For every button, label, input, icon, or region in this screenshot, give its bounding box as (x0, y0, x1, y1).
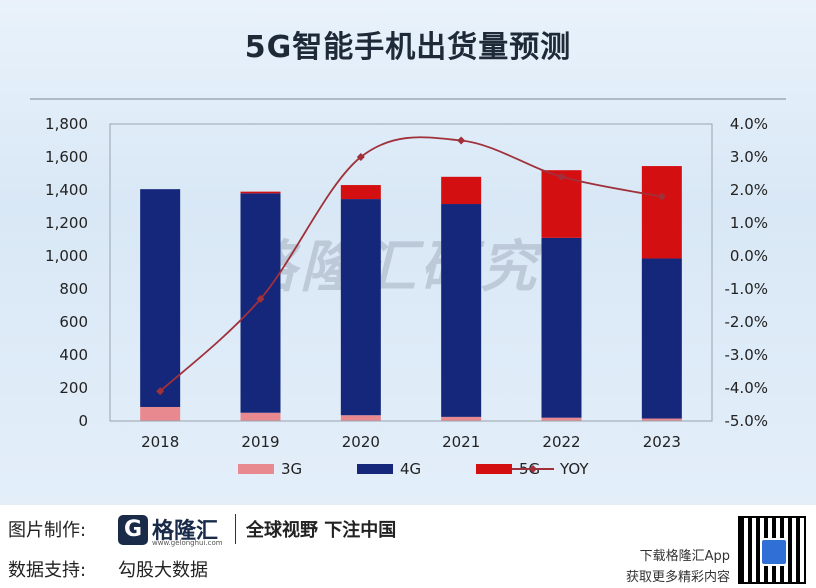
yoy-point (156, 387, 165, 396)
y-right-tick-label: 2.0% (730, 181, 768, 199)
qr-logo-icon (760, 538, 788, 566)
legend-swatch-3g (238, 464, 274, 474)
footer-divider (235, 514, 236, 544)
axes-layer: 0 200 400 600 800 1,000 1,200 1,400 1,600 1,800 -5… (45, 115, 768, 451)
x-tick-label: 2022 (542, 433, 580, 451)
legend-label-yoy: YOY (559, 460, 589, 478)
logo-icon: G (118, 515, 148, 545)
slogan: 全球视野 下注中国 (246, 520, 397, 541)
y-left-tick-label: 1,600 (45, 148, 88, 166)
x-tick-label: 2018 (141, 433, 179, 451)
yoy-point (457, 136, 466, 145)
y-right-tick-label: -5.0% (724, 412, 768, 430)
line-layer (156, 136, 666, 396)
data-source: 勾股大数据 (118, 560, 208, 581)
bar-3g (340, 415, 381, 421)
legend: 3G4G5GYOY (238, 460, 589, 478)
bar-3g (441, 416, 482, 421)
data-label: 数据支持: (8, 560, 87, 581)
x-tick-label: 2021 (442, 433, 480, 451)
y-right-tick-label: 4.0% (730, 115, 768, 133)
y-left-tick-label: 800 (59, 280, 88, 298)
y-left-tick-label: 400 (59, 346, 88, 364)
logo-url: www.gelonghui.com (152, 539, 223, 547)
x-tick-label: 2019 (241, 433, 279, 451)
bar-3g (140, 406, 181, 421)
yoy-point (356, 153, 365, 161)
y-right-tick-label: -3.0% (724, 346, 768, 364)
bar-4g (441, 204, 482, 417)
chart-svg: 0 200 400 600 800 1,000 1,200 1,400 1,600 1,800 -5… (30, 98, 786, 478)
y-right-tick-label: -4.0% (724, 379, 768, 397)
download-line-2: 获取更多精彩内容 (625, 570, 730, 585)
y-left-tick-label: 1,000 (45, 247, 88, 265)
logo-name: 格隆汇 (152, 519, 219, 544)
legend-swatch-5g (476, 464, 512, 474)
watermark: 格隆汇研究 (240, 235, 540, 300)
y-right-tick-label: -1.0% (724, 280, 768, 298)
y-left-tick-label: 0 (78, 412, 88, 430)
legend-label-4g: 4G (400, 460, 421, 478)
yoy-line (159, 136, 663, 392)
y-right-tick-label: 1.0% (730, 214, 768, 232)
download-line-1: 下载格隆汇App (639, 549, 730, 564)
yoy-point (657, 192, 666, 201)
x-tick-label: 2020 (342, 433, 380, 451)
y-left-tick-label: 600 (59, 313, 88, 331)
bar-4g (641, 258, 682, 419)
made-by-label: 图片制作: (8, 520, 87, 541)
bar-5g (441, 176, 482, 205)
bar-4g (541, 237, 582, 418)
plot-frame (109, 123, 713, 422)
y-left-tick-label: 1,400 (45, 181, 88, 199)
yoy-point (256, 294, 265, 303)
legend-swatch-4g (357, 464, 393, 474)
y-right-tick-label: 3.0% (730, 148, 768, 166)
yoy-point (557, 172, 566, 181)
legend-label-3g: 3G (281, 460, 302, 478)
y-left-tick-label: 1,800 (45, 115, 88, 133)
bar-4g (240, 193, 281, 413)
bar-3g (240, 412, 281, 421)
y-left-tick-label: 1,200 (45, 214, 88, 232)
legend-marker-yoy (529, 465, 537, 473)
bar-4g (340, 199, 381, 416)
bar-3g (641, 418, 682, 421)
bar-5g (641, 166, 682, 259)
bar-5g (541, 170, 582, 238)
bar-5g (240, 191, 281, 194)
bar-5g (340, 185, 381, 200)
y-right-tick-label: 0.0% (730, 247, 768, 265)
bar-3g (541, 417, 582, 421)
bars-layer (140, 166, 682, 421)
chart-title: 5G智能手机出货量预测 (244, 30, 572, 65)
x-tick-label: 2023 (643, 433, 681, 451)
y-left-tick-label: 200 (59, 379, 88, 397)
y-right-tick-label: -2.0% (724, 313, 768, 331)
bar-4g (140, 189, 181, 407)
